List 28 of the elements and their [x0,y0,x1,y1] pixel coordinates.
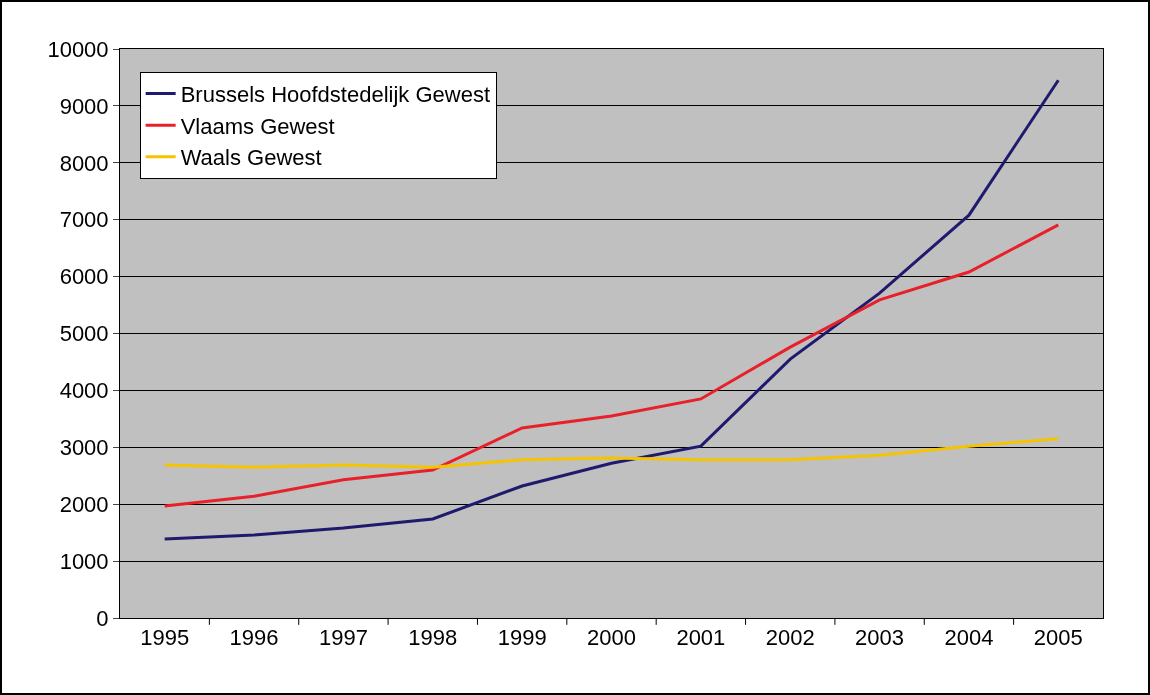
y-tick-label: 10000 [47,36,109,62]
y-tick-label: 3000 [59,435,109,460]
x-tick-label: 1999 [497,625,547,651]
y-tick-label: 7000 [59,207,109,233]
legend-label: Brussels Hoofdstedelijk Gewest [180,82,491,108]
x-tick-label: 2005 [1033,625,1083,651]
line-series [163,437,1060,469]
legend-label: Waals Gewest [180,145,322,171]
y-tick-label: 4000 [59,378,109,404]
x-tick-label: 1995 [140,625,190,651]
x-tick-label: 2003 [855,625,905,651]
x-tick-label: 2001 [676,625,726,651]
x-tick-label: 2004 [944,625,994,651]
line-series [163,78,1060,541]
y-tick-label: 5000 [59,321,109,347]
legend-label: Vlaams Gewest [180,113,335,139]
x-tick-label: 1998 [408,625,458,651]
x-tick-label: 1996 [229,625,279,651]
x-tick-label: 2002 [765,625,815,651]
y-tick-label: 6000 [59,264,109,290]
line-series [163,223,1060,508]
y-tick-label: 1000 [59,548,109,574]
y-tick-label: 9000 [59,93,109,119]
y-tick-label: 0 [96,605,109,631]
x-tick-label: 1997 [318,625,368,651]
y-tick-label: 2000 [59,491,109,517]
x-tick-label: 2000 [587,625,636,651]
y-tick-label: 8000 [59,150,109,176]
